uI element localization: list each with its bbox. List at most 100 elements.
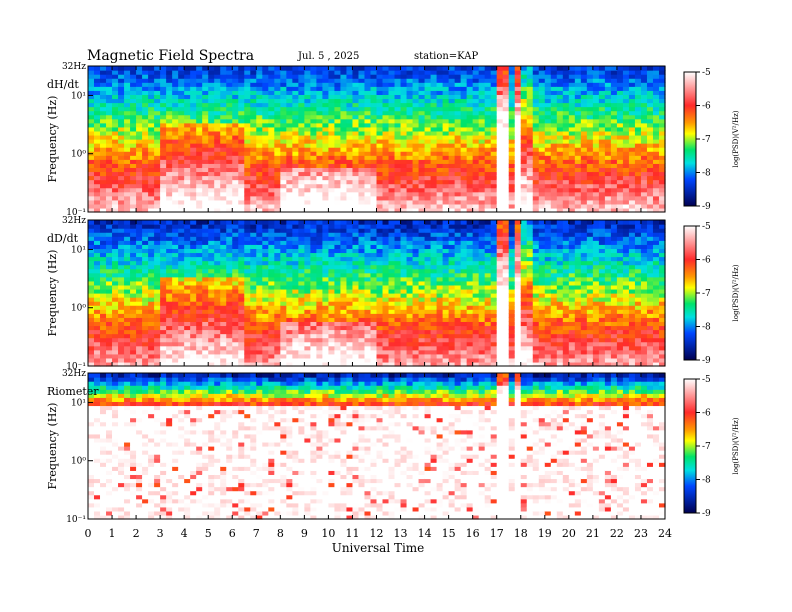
- heatmap-cell: [400, 187, 408, 193]
- heatmap-cell: [400, 130, 408, 136]
- heatmap-cell: [118, 171, 125, 177]
- heatmap-cell: [160, 106, 167, 112]
- heatmap-cell: [526, 98, 534, 104]
- heatmap-cell: [550, 179, 558, 185]
- heatmap-cell: [454, 94, 462, 100]
- heatmap-cell: [376, 74, 384, 79]
- heatmap-cell: [484, 118, 492, 124]
- heatmap-cell: [520, 74, 528, 79]
- heatmap-cell: [304, 280, 311, 286]
- heatmap-cell: [220, 345, 227, 351]
- heatmap-cell: [100, 333, 107, 339]
- heatmap-cell: [328, 349, 336, 355]
- heatmap-cell: [250, 272, 257, 278]
- heatmap-cell: [208, 329, 215, 335]
- heatmap-cell: [196, 301, 203, 306]
- heatmap-cell: [196, 240, 203, 245]
- heatmap-cell: [334, 143, 342, 148]
- heatmap-cell: [406, 167, 414, 173]
- heatmap-cell: [640, 78, 648, 83]
- heatmap-cell: [568, 74, 576, 79]
- heatmap-cell: [100, 313, 107, 318]
- heatmap-cell: [196, 280, 203, 286]
- heatmap-cell: [118, 110, 125, 116]
- heatmap-cell: [640, 187, 648, 193]
- heatmap-cell: [244, 256, 251, 262]
- heatmap-cell: [268, 337, 275, 343]
- heatmap-cell: [148, 353, 155, 359]
- heatmap-cell: [556, 187, 564, 193]
- heatmap-cell: [472, 90, 480, 95]
- heatmap-cell: [148, 256, 155, 262]
- heatmap-cell: [412, 66, 420, 71]
- heatmap-cell: [346, 167, 354, 173]
- heatmap-cell: [412, 195, 420, 201]
- heatmap-cell: [478, 90, 486, 95]
- heatmap-cell: [376, 163, 384, 168]
- heatmap-cell: [214, 199, 221, 205]
- heatmap-cell: [460, 147, 468, 152]
- heatmap-cell: [472, 183, 480, 189]
- heatmap-cell: [364, 163, 372, 168]
- heatmap-cell: [628, 114, 636, 120]
- heatmap-cell: [238, 203, 245, 209]
- heatmap-cell: [322, 321, 330, 327]
- heatmap-cell: [226, 70, 233, 75]
- heatmap-cell: [646, 171, 654, 177]
- heatmap-cell: [208, 207, 215, 213]
- heatmap-cell: [496, 175, 504, 181]
- heatmap-cell: [652, 122, 660, 128]
- heatmap-cell: [226, 94, 233, 100]
- colorbar-tick-label: -7: [702, 135, 711, 145]
- heatmap-cell: [250, 240, 257, 245]
- heatmap-cell: [364, 134, 372, 140]
- heatmap-cell: [160, 199, 167, 205]
- heatmap-cell: [574, 114, 582, 120]
- heatmap-cell: [88, 236, 95, 241]
- heatmap-cell: [166, 276, 173, 282]
- heatmap-cell: [580, 126, 588, 132]
- heatmap-cell: [316, 284, 324, 290]
- heatmap-cell: [556, 134, 564, 140]
- heatmap-cell: [268, 353, 275, 359]
- heatmap-cell: [640, 199, 648, 205]
- heatmap-cell: [334, 70, 342, 75]
- heatmap-cell: [160, 126, 167, 132]
- heatmap-cell: [196, 126, 203, 132]
- heatmap-cell: [124, 130, 131, 136]
- heatmap-cell: [334, 179, 342, 185]
- heatmap-cell: [598, 163, 606, 168]
- heatmap-cell: [322, 236, 330, 241]
- heatmap-cell: [310, 297, 317, 302]
- heatmap-cell: [130, 228, 137, 233]
- heatmap-cell: [424, 90, 432, 95]
- heatmap-cell: [244, 183, 251, 189]
- heatmap-cell: [634, 167, 642, 173]
- heatmap-cell: [400, 203, 408, 209]
- heatmap-cell: [490, 143, 498, 148]
- heatmap-cell: [100, 118, 107, 124]
- heatmap-cell: [532, 151, 540, 156]
- heatmap-cell: [466, 110, 474, 116]
- heatmap-cell: [538, 94, 546, 100]
- heatmap-cell: [226, 284, 233, 290]
- heatmap-cell: [250, 187, 257, 193]
- heatmap-cell: [454, 126, 462, 132]
- heatmap-cell: [310, 130, 317, 136]
- heatmap-cell: [88, 244, 95, 249]
- heatmap-cell: [430, 66, 438, 71]
- heatmap-cell: [274, 337, 281, 343]
- heatmap-cell: [394, 106, 402, 112]
- heatmap-cell: [226, 98, 233, 104]
- heatmap-cell: [154, 260, 161, 266]
- heatmap-cell: [136, 78, 143, 83]
- heatmap-cell: [592, 118, 600, 124]
- heatmap-cell: [394, 163, 402, 168]
- heatmap-cell: [220, 207, 227, 213]
- heatmap-cell: [256, 240, 263, 245]
- heatmap-cell: [364, 78, 372, 83]
- heatmap-cell: [634, 171, 642, 177]
- heatmap-cell: [256, 118, 263, 124]
- heatmap-cell: [490, 151, 498, 156]
- heatmap-cell: [124, 232, 131, 237]
